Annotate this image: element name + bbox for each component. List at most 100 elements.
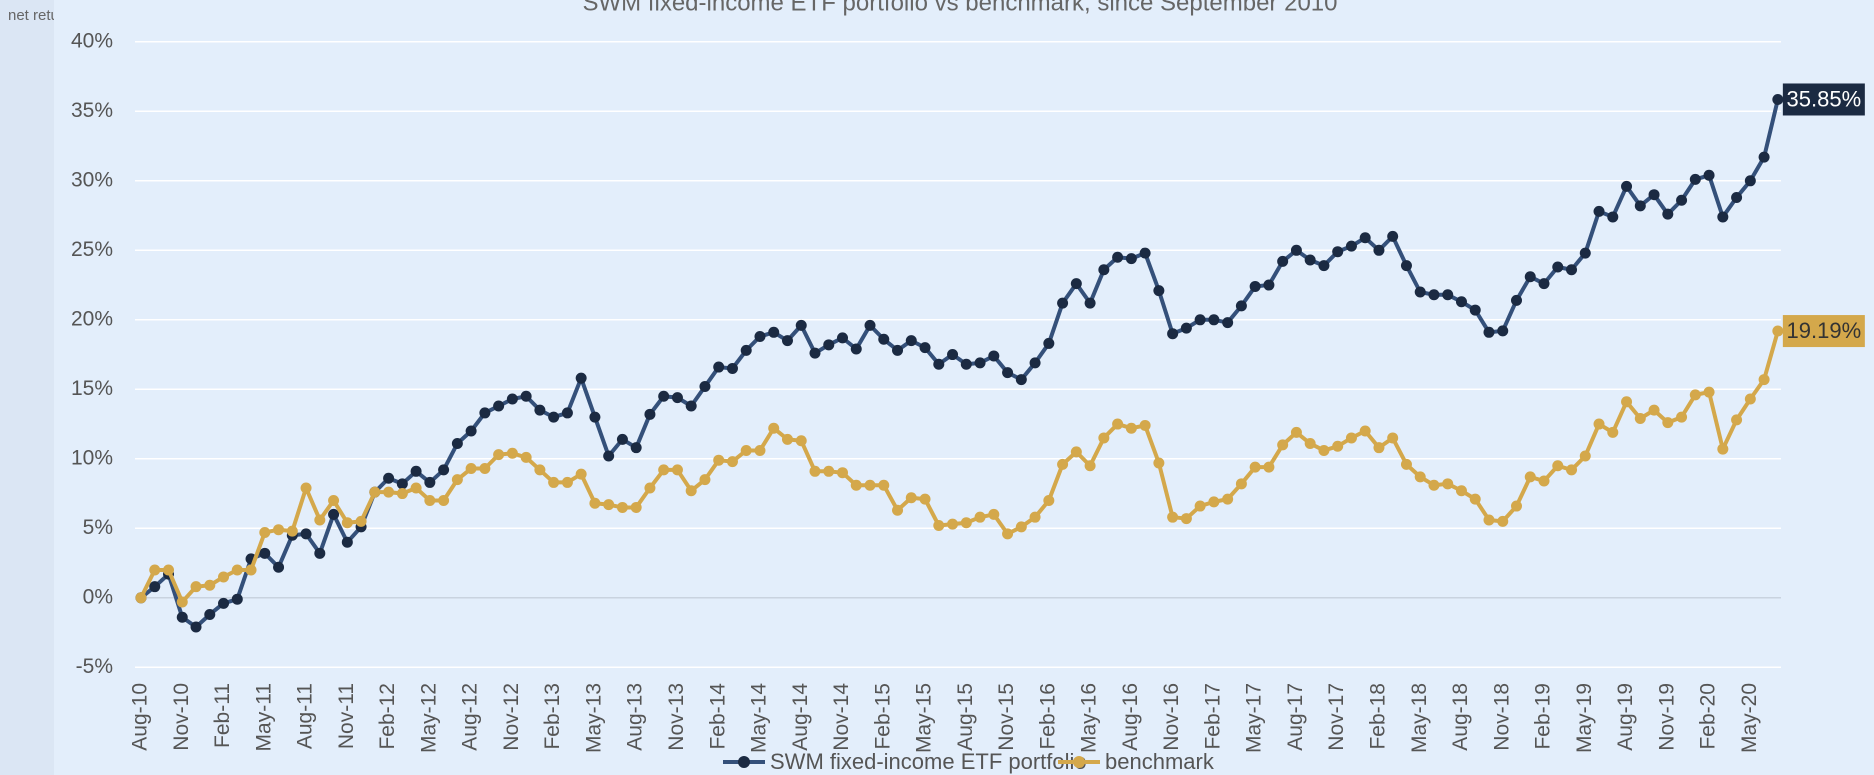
data-point: [231, 564, 243, 576]
data-point: [1731, 414, 1743, 426]
data-point: [713, 361, 725, 373]
data-point: [1043, 337, 1055, 349]
data-point: [451, 438, 463, 450]
data-point: [575, 468, 587, 480]
data-point: [754, 444, 766, 456]
data-point: [1758, 374, 1770, 386]
data-point: [781, 335, 793, 347]
data-point: [506, 447, 518, 459]
x-tick-label: Aug-13: [624, 683, 647, 751]
y-tick-label: -5%: [76, 655, 113, 678]
data-point: [1621, 396, 1633, 408]
data-point: [1167, 328, 1179, 340]
data-point: [231, 593, 243, 605]
data-point: [713, 454, 725, 466]
data-point: [905, 335, 917, 347]
data-point: [1125, 253, 1137, 265]
y-tick-label: 40%: [71, 29, 113, 52]
x-tick-label: May-11: [252, 683, 275, 751]
data-point: [218, 597, 230, 609]
data-point: [1442, 289, 1454, 301]
data-point: [1442, 478, 1454, 490]
x-tick-label: Aug-17: [1284, 683, 1307, 751]
data-point: [1483, 514, 1495, 526]
data-point: [974, 357, 986, 369]
data-point: [1345, 432, 1357, 444]
data-point: [1235, 478, 1247, 490]
data-point: [823, 465, 835, 477]
data-point: [1277, 255, 1289, 267]
end-label-box: [1782, 83, 1865, 116]
x-tick-label: Aug-11: [294, 683, 317, 749]
data-point: [341, 517, 353, 529]
data-point: [1098, 264, 1110, 276]
data-point: [1552, 261, 1564, 273]
data-point: [1414, 286, 1426, 298]
end-label-box: [1782, 315, 1865, 348]
x-tick-label: Aug-12: [459, 683, 482, 751]
data-point: [795, 435, 807, 447]
data-point: [644, 408, 656, 420]
series-line: [139, 330, 1780, 604]
data-point: [1084, 460, 1096, 472]
data-point: [520, 451, 532, 463]
data-point: [1290, 426, 1302, 438]
data-point: [905, 492, 917, 504]
data-point: [589, 497, 601, 509]
data-point: [1497, 325, 1509, 337]
data-point: [424, 495, 436, 506]
x-tick-label: May-18: [1408, 683, 1431, 753]
data-point: [493, 449, 505, 461]
series-line: [139, 99, 1780, 629]
x-tick-label: Nov-13: [665, 683, 688, 751]
x-tick-label: Aug-15: [954, 683, 977, 751]
data-point: [176, 596, 188, 608]
data-point: [988, 350, 1000, 362]
data-point: [1455, 296, 1467, 308]
legend-label: benchmark: [1105, 749, 1215, 774]
y-tick-label: 35%: [71, 99, 113, 122]
x-tick-label: Feb-19: [1532, 683, 1555, 750]
data-point: [1634, 412, 1646, 424]
y-tick-label: 20%: [71, 307, 113, 330]
data-point: [589, 411, 601, 423]
data-point: [218, 571, 230, 583]
data-point: [424, 476, 436, 488]
data-point: [1538, 278, 1550, 290]
data-point: [1277, 439, 1289, 451]
data-point: [1689, 389, 1701, 401]
data-point: [1497, 515, 1509, 527]
data-point: [809, 347, 821, 359]
data-point: [933, 520, 945, 532]
data-point: [658, 390, 670, 402]
data-point: [781, 433, 793, 445]
data-point: [300, 528, 312, 540]
data-point: [671, 464, 683, 476]
x-tick-label: Feb-14: [706, 683, 729, 750]
data-point: [1263, 461, 1275, 473]
data-point: [383, 472, 395, 484]
data-point: [1662, 208, 1674, 220]
data-point: [1318, 444, 1330, 456]
data-point: [396, 488, 408, 500]
data-point: [561, 407, 573, 419]
data-point: [1002, 528, 1014, 540]
data-point: [960, 517, 972, 529]
data-point: [300, 482, 312, 494]
legend-marker: [1073, 756, 1085, 768]
data-point: [176, 611, 188, 623]
x-tick-label: Feb-17: [1201, 683, 1224, 750]
x-tick-label: Feb-20: [1697, 683, 1720, 750]
data-point: [1621, 180, 1633, 192]
end-label: 19.19%: [1787, 318, 1862, 343]
data-point: [1483, 326, 1495, 338]
data-point: [438, 495, 450, 506]
data-point: [864, 479, 876, 491]
data-point: [1373, 442, 1385, 454]
y-tick-label: 5%: [83, 516, 113, 539]
legend-marker: [738, 756, 750, 768]
x-tick-label: Nov-15: [995, 683, 1018, 751]
data-point: [603, 450, 615, 462]
data-point: [699, 381, 711, 393]
